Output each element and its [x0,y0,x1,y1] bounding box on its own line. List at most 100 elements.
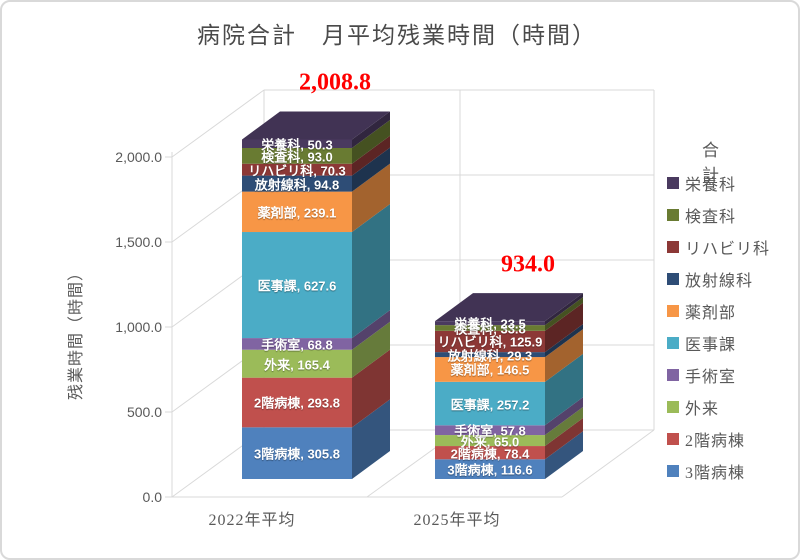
legend-title: 合計 [702,141,720,185]
segment-label: 検査科, 33.8 [454,321,526,337]
legend-swatch-icon [667,241,679,253]
segment-label: リハビリ科, 125.9 [437,334,543,350]
bar-segment-side [352,111,390,148]
bar-segment-side [545,431,583,479]
legend-item-label: 3階病棟 [685,465,746,482]
segment-label: 放射線科, 94.8 [254,177,340,193]
bar-segment-side [545,407,583,447]
legend-item-label: リハビリ科 [685,241,771,258]
bar-segment-side [545,418,583,460]
bar-segment-side [352,310,390,350]
bar-segment[interactable] [242,147,352,164]
bar-segment-side [545,302,583,353]
legend-item-label: 放射線科 [685,273,754,290]
bar-segment[interactable] [435,446,545,460]
legend-swatch-icon [667,465,679,477]
bar-segment[interactable] [242,139,352,148]
bar-segment-side [352,119,390,164]
bar-segment[interactable] [435,425,545,436]
bar-segment-side [352,163,390,233]
segment-label: 栄養科, 50.3 [261,137,333,153]
chart-title: 病院合計 月平均残業時間（時間） [197,23,597,48]
bar-segment[interactable] [242,338,352,350]
bar-segment[interactable] [435,325,545,331]
segment-label: 栄養科, 23.5 [454,316,526,332]
segment-label: 手術室, 57.8 [454,423,526,439]
bar-segment-side [545,293,583,326]
segment-label: 2階病棟, 78.4 [450,446,530,462]
legend-item[interactable]: 2階病棟 [667,427,745,451]
legend-item-label: 2階病棟 [685,433,746,450]
legend-item[interactable]: 放射線科 [667,267,753,291]
bar-segment-side [352,135,390,176]
segment-label: 手術室, 68.8 [261,337,333,353]
bar-segment-side [545,397,583,436]
segment-label: 薬剤部, 239.1 [257,205,337,221]
legend-item-label: 手術室 [685,369,737,386]
bar-total-label: 934.0 [501,251,555,278]
y-axis-tick-label: 1,500.0 [115,234,162,250]
legend-item-label: 医事課 [685,337,737,354]
bar-segment[interactable] [242,377,352,428]
bar-segment-side [352,204,390,339]
legend-swatch-icon [667,273,679,285]
bar-segment[interactable] [435,381,545,426]
legend-item[interactable]: 栄養科 [667,171,736,195]
segment-label: 3階病棟, 305.8 [254,446,340,462]
segment-label: リハビリ科, 70.3 [248,163,346,179]
bar-top-face [435,293,583,322]
bar-segment[interactable] [435,357,545,382]
legend-swatch-icon [667,305,679,317]
legend-item[interactable]: 検査科 [667,203,736,227]
legend-item-label: 栄養科 [685,177,737,194]
legend-item[interactable]: 薬剤部 [667,299,736,323]
y-axis-tick-label: 2,000.0 [115,149,162,165]
x-axis-category-label: 2022年平均 [208,512,296,529]
bar-segment[interactable] [242,349,352,378]
segment-label: 2階病棟, 293.8 [254,395,340,411]
bar-segment[interactable] [435,352,545,358]
bar-segment[interactable] [242,175,352,192]
bar-segment-side [545,297,583,331]
segment-label: 医事課, 627.6 [257,278,337,294]
legend-item-label: 検査科 [685,209,737,226]
bar-segment[interactable] [242,232,352,339]
legend-swatch-icon [667,401,679,413]
bar-segment-side [545,324,583,358]
x-axis-category-label: 2025年平均 [413,512,501,529]
legend-swatch-icon [667,209,679,221]
legend-item-label: 外来 [685,401,720,418]
legend-item[interactable]: 3階病棟 [667,459,745,483]
y-axis-tick-label: 1,000.0 [115,319,162,335]
y-axis-tick-label: 0.0 [142,489,162,505]
legend-swatch-icon [667,433,679,445]
bar-segment[interactable] [242,191,352,233]
bar-segment-side [545,329,583,382]
legend-swatch-icon [667,369,679,381]
legend-item[interactable]: 医事課 [667,331,736,355]
legend-item[interactable]: リハビリ科 [667,235,770,259]
segment-label: 3階病棟, 116.6 [447,462,533,478]
bar-segment[interactable] [242,427,352,479]
legend-swatch-icon [667,337,679,349]
bar-total-label: 2,008.8 [299,69,371,96]
segment-label: 薬剤部, 146.5 [450,362,530,378]
bar-segment-side [352,349,390,428]
legend-item[interactable]: 外来 [667,395,719,419]
segment-label: 外来, 65.0 [460,434,520,450]
bar-segment[interactable] [242,163,352,176]
bar-segment[interactable] [435,459,545,479]
bar-top-face [242,111,390,140]
bar-segment[interactable] [435,330,545,353]
y-axis-tick-label: 500.0 [126,404,162,420]
bar-segment-side [352,321,390,378]
segment-label: 外来, 165.4 [264,357,330,373]
bar-segment[interactable] [435,435,545,447]
bar-segment[interactable] [435,321,545,326]
bar-segment-side [352,399,390,479]
segment-label: 検査科, 93.0 [261,149,333,165]
bar-segment-side [545,353,583,426]
legend-item[interactable]: 手術室 [667,363,736,387]
